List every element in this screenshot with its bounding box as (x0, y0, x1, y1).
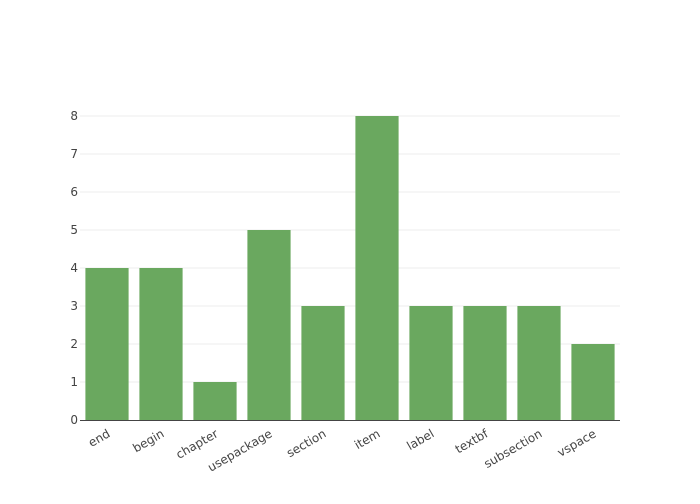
bars (85, 116, 615, 420)
bar-item[interactable] (355, 116, 399, 420)
x-tick-label-begin: begin (130, 426, 166, 455)
bar-label[interactable] (409, 306, 453, 420)
bar-vspace[interactable] (571, 344, 615, 420)
y-tick-label-0: 0 (70, 413, 78, 427)
y-tick-label-6: 6 (70, 185, 78, 199)
bar-section[interactable] (301, 306, 345, 420)
x-tick-label-textbf: textbf (453, 426, 491, 456)
x-tick-label-end: end (86, 426, 113, 449)
y-tick-label-7: 7 (70, 147, 78, 161)
x-tick-label-section: section (284, 426, 328, 460)
x-tick-label-label: label (404, 426, 436, 453)
x-tick-label-chapter: chapter (173, 426, 220, 461)
x-tick-label-item: item (352, 426, 382, 452)
bar-subsection[interactable] (517, 306, 561, 420)
bar-textbf[interactable] (463, 306, 507, 420)
x-tick-label-vspace: vspace (555, 426, 599, 459)
y-axis-tick-labels: 0 1 2 3 4 5 6 7 8 (70, 109, 78, 427)
x-tick-label-subsection: subsection (481, 426, 544, 470)
y-tick-label-3: 3 (70, 299, 78, 313)
y-tick-label-2: 2 (70, 337, 78, 351)
bar-chapter[interactable] (193, 382, 237, 420)
bar-usepackage[interactable] (247, 230, 291, 420)
y-tick-label-1: 1 (70, 375, 78, 389)
bar-begin[interactable] (139, 268, 183, 420)
y-tick-label-5: 5 (70, 223, 78, 237)
bar-end[interactable] (85, 268, 129, 420)
y-tick-label-4: 4 (70, 261, 78, 275)
y-tick-label-8: 8 (70, 109, 78, 123)
